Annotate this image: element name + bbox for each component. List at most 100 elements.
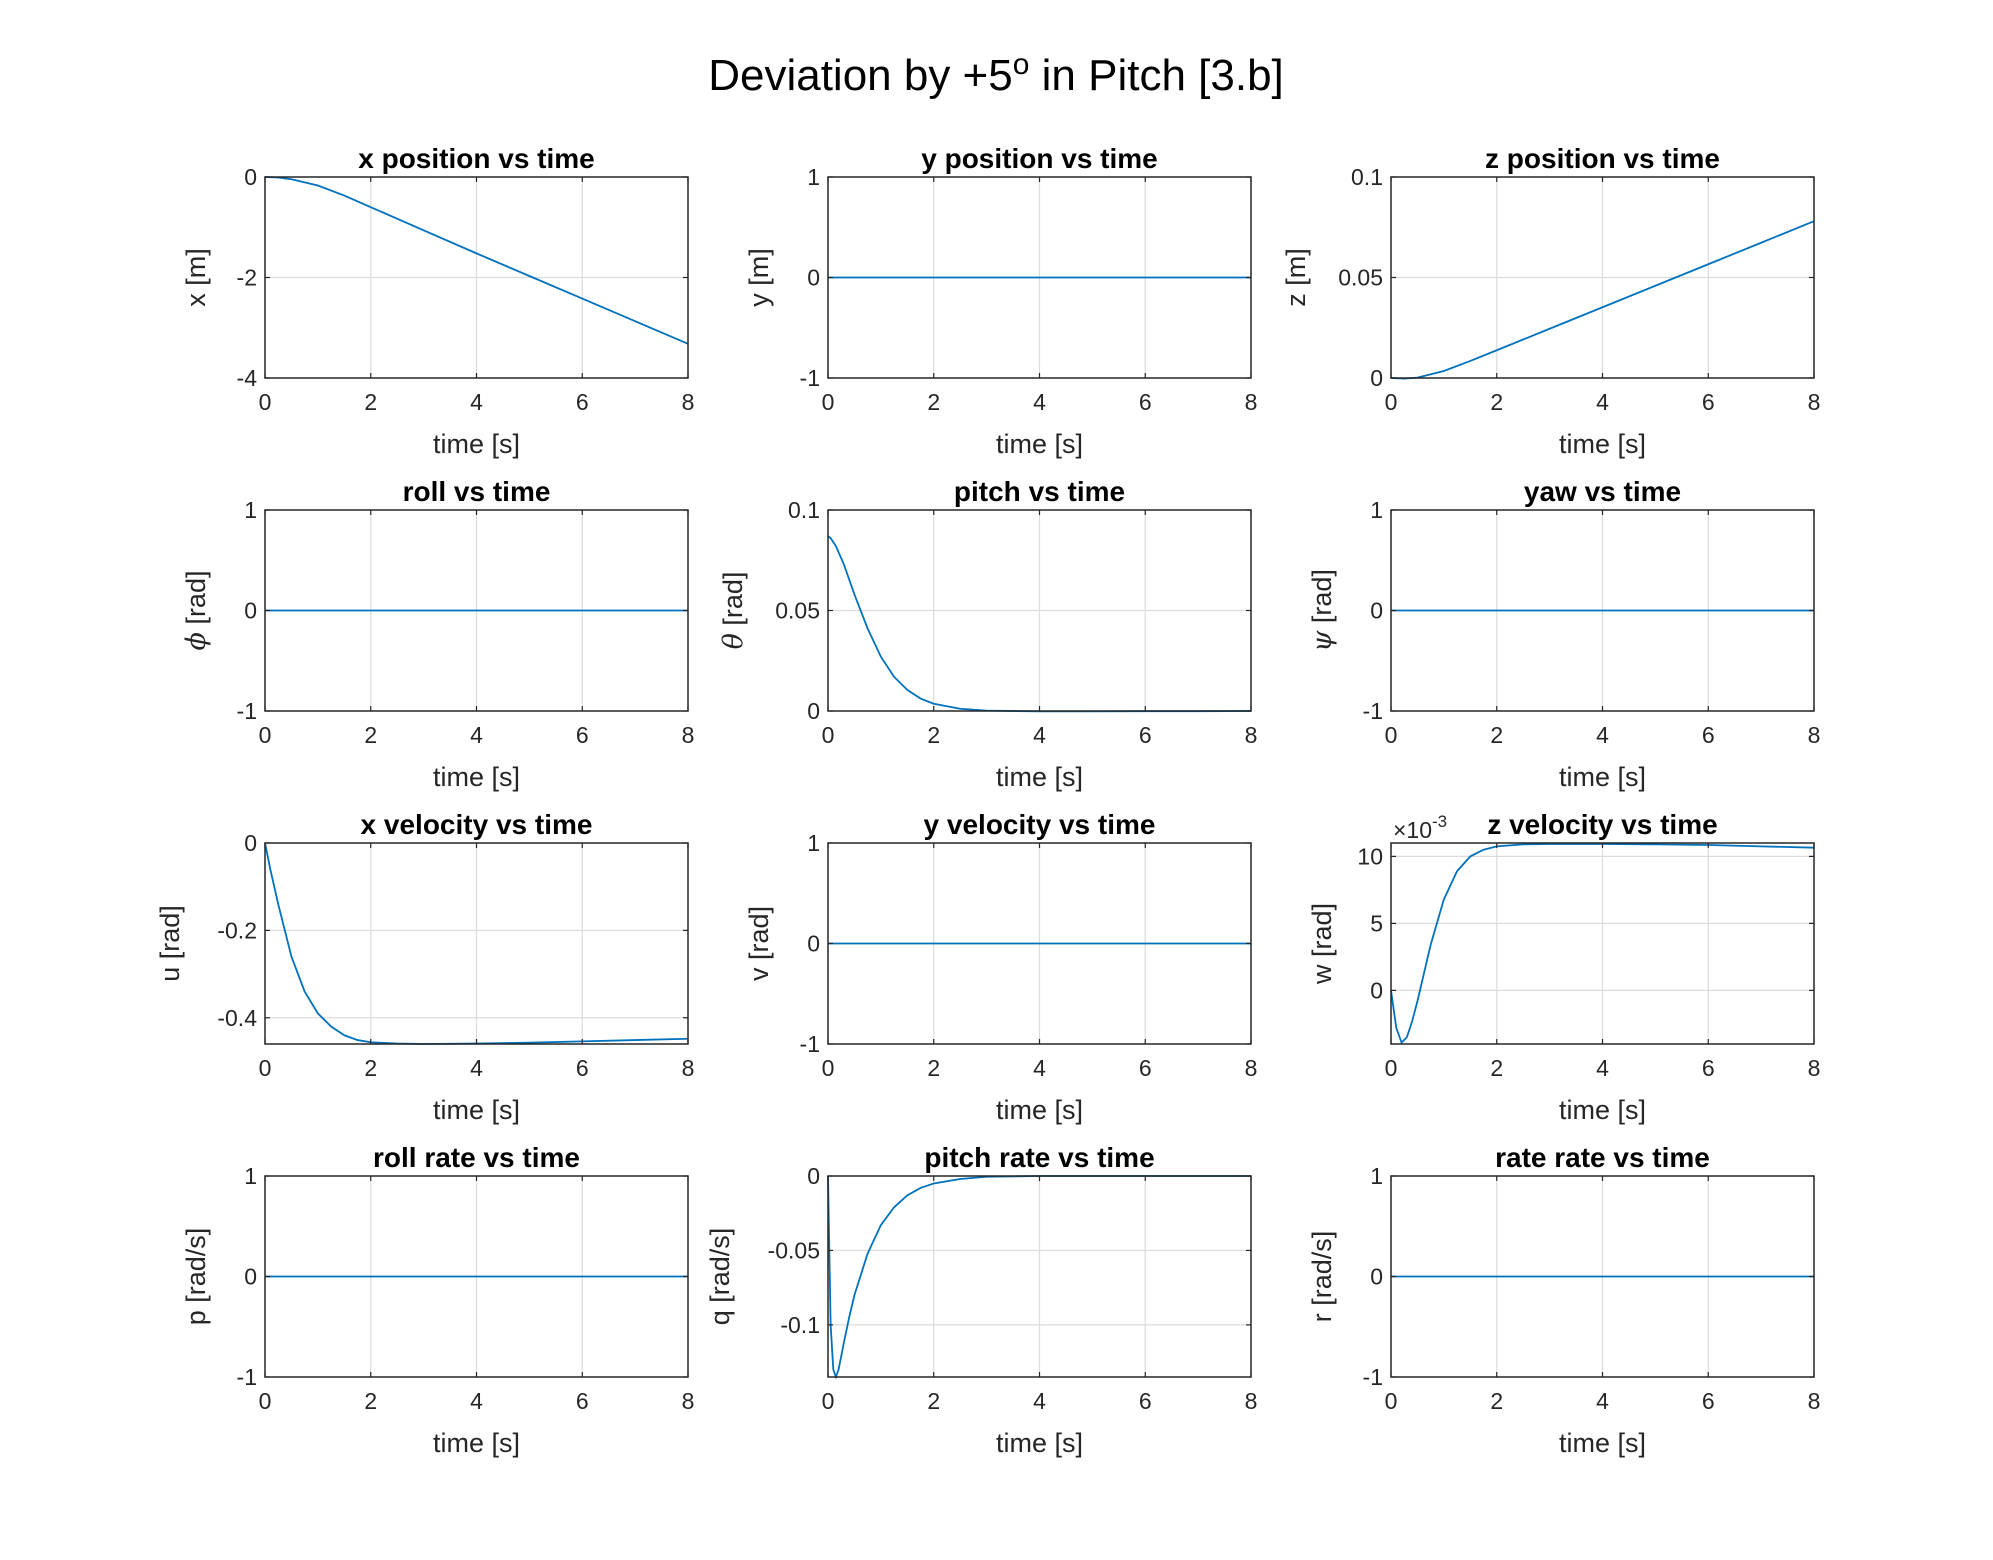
y-tick-label: 0 <box>807 698 820 724</box>
subplot-title: yaw vs time <box>1524 476 1681 507</box>
subplot-title: z velocity vs time <box>1487 809 1717 840</box>
x-tick-label: 8 <box>682 722 695 748</box>
x-tick-label: 8 <box>1245 1388 1258 1414</box>
subplot-title: x velocity vs time <box>361 809 593 840</box>
x-tick-label: 2 <box>1490 1388 1503 1414</box>
y-tick-label: -1 <box>237 698 257 724</box>
x-tick-label: 4 <box>1033 1055 1046 1081</box>
x-tick-label: 4 <box>470 1055 483 1081</box>
subplot-title: pitch vs time <box>954 476 1125 507</box>
y-axis-label: p [rad/s] <box>181 1228 211 1326</box>
x-tick-label: 4 <box>1596 389 1609 415</box>
y-tick-label: -1 <box>1363 1364 1383 1390</box>
x-tick-label: 6 <box>576 722 589 748</box>
subplot-1: 0 2 4 6 8 -4 -2 0 x position vs time time [s] x [m… <box>181 143 694 459</box>
y-tick-label: -0.1 <box>780 1312 820 1338</box>
y-tick-label: -0.2 <box>217 917 257 943</box>
y-tick-label: -1 <box>800 1031 820 1057</box>
x-tick-label: 0 <box>822 1388 835 1414</box>
y-tick-label: -0.05 <box>768 1237 820 1263</box>
x-tick-label: 6 <box>576 1055 589 1081</box>
subplot-title: pitch rate vs time <box>924 1142 1154 1173</box>
y-tick-label: -1 <box>800 365 820 391</box>
x-axis-label: time [s] <box>996 1428 1083 1458</box>
y-axis-label-unit: [rad] <box>181 571 211 633</box>
x-tick-label: 2 <box>364 1055 377 1081</box>
y-tick-label: 0 <box>807 1163 820 1189</box>
x-tick-label: 0 <box>822 1055 835 1081</box>
y-tick-label: 0 <box>1370 977 1383 1003</box>
x-tick-label: 6 <box>1702 1388 1715 1414</box>
x-tick-label: 2 <box>364 389 377 415</box>
x-tick-label: 2 <box>364 1388 377 1414</box>
subplot-grid: 0 2 4 6 8 -4 -2 0 x position vs time time [s] x [m… <box>155 143 1820 1458</box>
x-tick-label: 6 <box>1139 1388 1152 1414</box>
x-tick-label: 8 <box>1245 389 1258 415</box>
subplot-title: roll vs time <box>403 476 551 507</box>
x-axis-label: time [s] <box>433 762 520 792</box>
subplot-title: y velocity vs time <box>924 809 1156 840</box>
x-tick-label: 8 <box>1245 722 1258 748</box>
y-tick-label: 1 <box>1370 497 1383 523</box>
x-tick-label: 4 <box>1596 722 1609 748</box>
y-tick-label: 5 <box>1370 910 1383 936</box>
x-axis-label: time [s] <box>996 762 1083 792</box>
x-tick-label: 0 <box>1385 389 1398 415</box>
subplot-3: 0 2 4 6 8 0 0.05 0.1 z position vs time time [s] z… <box>1281 143 1820 459</box>
y-axis-label-unit: [rad] <box>1307 569 1337 631</box>
y-axis-label: ϕ [rad] <box>181 571 212 651</box>
x-tick-label: 8 <box>1245 1055 1258 1081</box>
y-tick-label: -0.4 <box>217 1005 257 1031</box>
x-tick-label: 4 <box>1596 1055 1609 1081</box>
x-tick-label: 0 <box>259 1388 272 1414</box>
subplot-title: y position vs time <box>921 143 1158 174</box>
y-axis-label: z [m] <box>1281 248 1311 307</box>
subplot-title: x position vs time <box>358 143 595 174</box>
subplot-title: roll rate vs time <box>373 1142 580 1173</box>
y-tick-label: 0 <box>1370 365 1383 391</box>
x-tick-label: 6 <box>576 1388 589 1414</box>
x-tick-label: 8 <box>1808 1055 1821 1081</box>
x-tick-label: 2 <box>1490 722 1503 748</box>
y-tick-label: 0 <box>244 598 257 624</box>
x-tick-label: 2 <box>927 1388 940 1414</box>
subplot-9: 0 2 4 6 8 0 5 10 z velocity vs time time [s] w [ra… <box>1307 809 1820 1125</box>
y-axis-label: q [rad/s] <box>705 1228 735 1326</box>
x-tick-label: 0 <box>1385 722 1398 748</box>
x-tick-label: 6 <box>1139 722 1152 748</box>
y-tick-label: 0.1 <box>1351 164 1383 190</box>
x-tick-label: 4 <box>470 722 483 748</box>
x-tick-label: 8 <box>682 389 695 415</box>
x-axis-label: time [s] <box>1559 1095 1646 1125</box>
y-axis-label: ψ [rad] <box>1307 569 1338 652</box>
x-tick-label: 8 <box>1808 1388 1821 1414</box>
y-tick-label: 1 <box>1370 1163 1383 1189</box>
y-tick-label: 0.05 <box>775 598 820 624</box>
y-tick-label: 0 <box>807 931 820 957</box>
figure-title-main: Deviation by +5 <box>708 51 1013 100</box>
y-tick-label: -2 <box>237 265 257 291</box>
y-tick-label: 1 <box>807 164 820 190</box>
x-axis-label: time [s] <box>433 1428 520 1458</box>
x-tick-label: 0 <box>1385 1388 1398 1414</box>
x-tick-label: 2 <box>1490 1055 1503 1081</box>
x-tick-label: 0 <box>259 722 272 748</box>
y-tick-label: -4 <box>237 365 258 391</box>
x-tick-label: 8 <box>1808 722 1821 748</box>
y-axis-label-symbol: ϕ <box>181 632 212 650</box>
subplot-title: rate rate vs time <box>1495 1142 1710 1173</box>
y-tick-label: -1 <box>237 1364 257 1390</box>
y-axis-label: θ [rad] <box>718 572 749 650</box>
x-axis-label: time [s] <box>1559 762 1646 792</box>
x-tick-label: 4 <box>1596 1388 1609 1414</box>
x-tick-label: 4 <box>470 389 483 415</box>
x-axis-label: time [s] <box>1559 1428 1646 1458</box>
y-tick-label: 0 <box>807 265 820 291</box>
x-tick-label: 6 <box>1702 1055 1715 1081</box>
y-axis-label: r [rad/s] <box>1307 1231 1337 1323</box>
x-tick-label: 2 <box>927 389 940 415</box>
